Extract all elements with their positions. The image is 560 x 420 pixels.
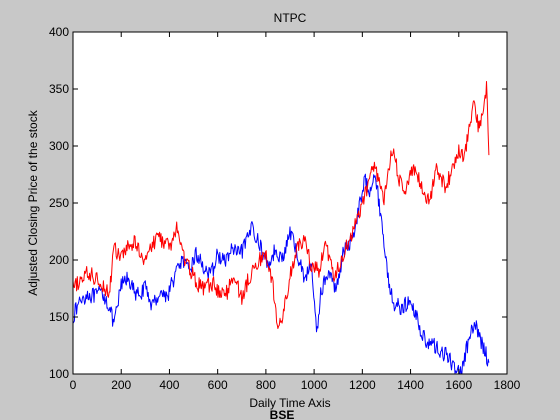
y-tick-label: 150 [49,310,69,324]
y-tick-label: 250 [49,196,69,210]
x-tick-label: 1400 [397,378,424,392]
x-axis-ticks: 0 200 400 600 800 1000 1200 1400 1600 1800 [70,32,521,392]
y-axis-ticks: 100 150 200 250 300 350 400 [49,25,507,381]
x-tick-label: 1200 [349,378,376,392]
y-tick-label: 100 [49,367,69,381]
x-tick-label: 800 [256,378,276,392]
series-line-ntpc [72,173,490,375]
x-tick-label: 1600 [445,378,472,392]
x-axis-label: Daily Time Axis [249,396,330,410]
footer-label: BSE [270,408,295,420]
x-tick-label: 1000 [301,378,328,392]
y-tick-label: 350 [49,82,69,96]
y-tick-label: 200 [49,253,69,267]
y-tick-label: 400 [49,25,69,39]
y-tick-label: 300 [49,139,69,153]
y-axis-label: Adjusted Closing Price of the stock [26,109,40,295]
x-tick-label: 0 [70,378,77,392]
x-tick-label: 600 [208,378,228,392]
series-line-bse [72,81,490,329]
chart-title: NTPC [274,11,307,25]
series-layer [72,81,490,375]
x-tick-label: 400 [159,378,179,392]
x-tick-label: 1800 [494,378,521,392]
plot-area [73,32,507,374]
x-tick-label: 200 [111,378,131,392]
